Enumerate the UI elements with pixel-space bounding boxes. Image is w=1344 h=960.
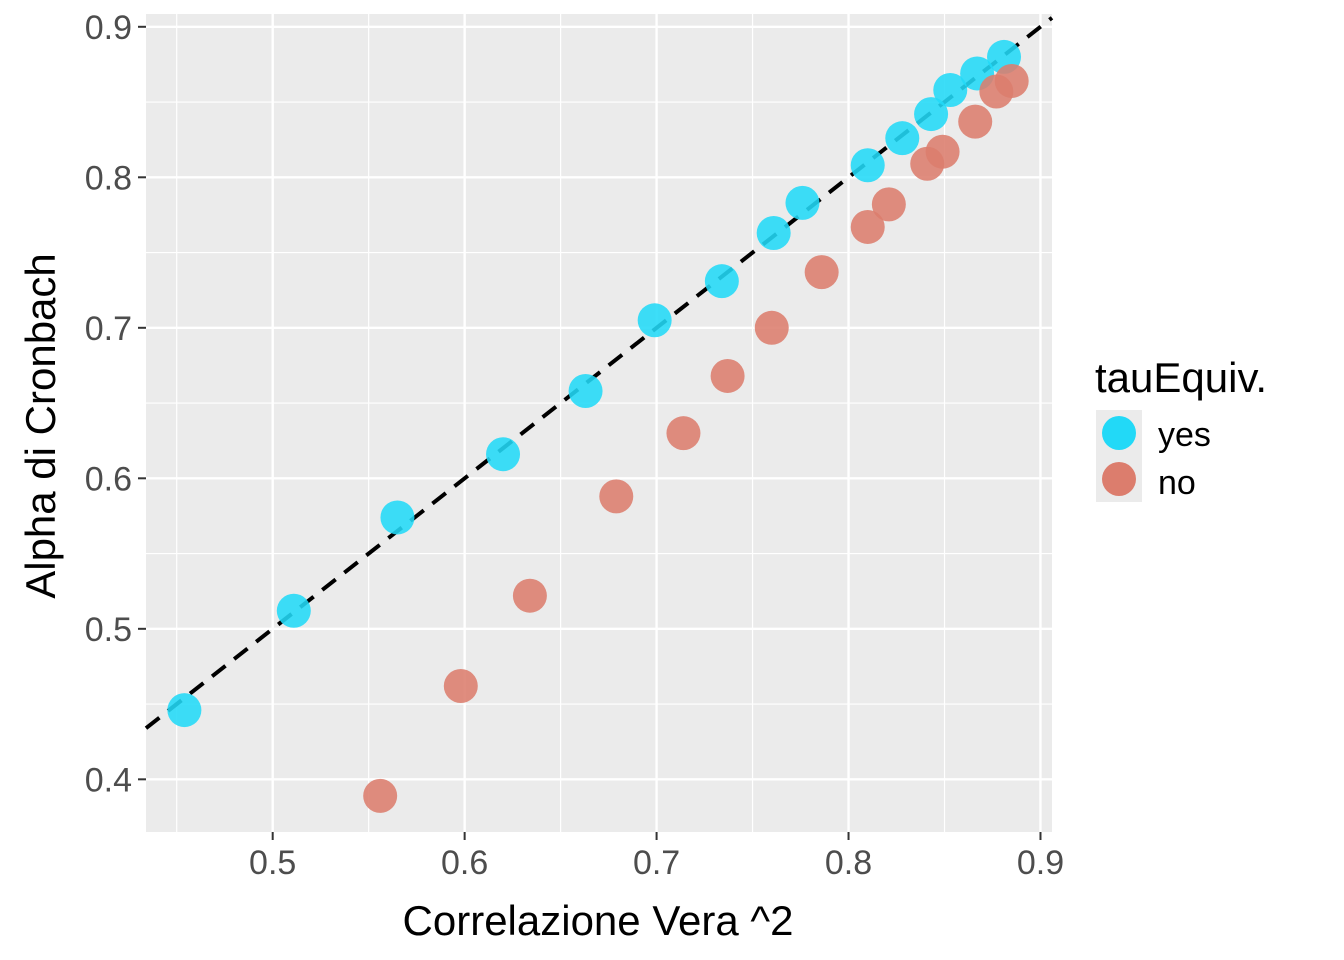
data-point-no [599,479,634,514]
x-tick-label: 0.8 [825,844,872,882]
legend-label-yes: yes [1158,416,1211,454]
legend-title: tauEquiv. [1095,354,1267,401]
data-point-no [804,255,839,290]
data-point-no [871,187,906,222]
axis-tick-labels: 0.5 0.6 0.7 0.8 0.9 0.4 0.5 0.6 0.7 0.8 0.9 [85,9,1064,882]
data-point-yes [756,215,791,250]
x-tick-label: 0.5 [249,844,296,882]
y-axis-title: Alpha di Cronbach [17,253,64,599]
data-point-yes [276,593,311,628]
data-point-yes [914,97,949,132]
data-point-yes [167,693,202,728]
data-point-no [666,416,701,451]
data-point-yes [704,264,739,299]
x-axis-title: Correlazione Vera ^2 [403,897,794,944]
y-tick-label: 0.4 [85,761,132,799]
data-point-no [363,778,398,813]
major-gridlines [146,14,1052,832]
legend-label-no: no [1158,464,1196,502]
data-point-no [958,104,993,139]
data-point-no [443,669,478,704]
legend-key-no [1102,462,1136,496]
data-point-no [512,578,547,613]
data-point-no [994,63,1029,98]
data-point-no [925,134,960,169]
minor-gridlines [146,14,1052,832]
data-point-yes [486,437,521,472]
data-point-yes [785,185,820,220]
data-point-yes [933,73,968,108]
data-point-yes [885,121,920,156]
legend-key-yes [1102,416,1136,450]
y-tick-label: 0.5 [85,611,132,649]
data-point-no [754,310,789,345]
data-points [167,39,1029,813]
data-point-yes [637,303,672,338]
y-tick-label: 0.9 [85,9,132,47]
y-tick-label: 0.7 [85,310,132,348]
x-tick-label: 0.6 [441,844,488,882]
axis-ticks [138,25,1042,840]
legend: tauEquiv. yes no [1095,354,1267,502]
data-point-yes [850,148,885,183]
data-point-no [850,209,885,244]
data-point-yes [568,374,603,409]
data-point-no [710,358,745,393]
x-tick-label: 0.7 [633,844,680,882]
data-point-yes [380,500,415,535]
x-tick-label: 0.9 [1017,844,1064,882]
y-tick-label: 0.6 [85,460,132,498]
y-tick-label: 0.8 [85,159,132,197]
